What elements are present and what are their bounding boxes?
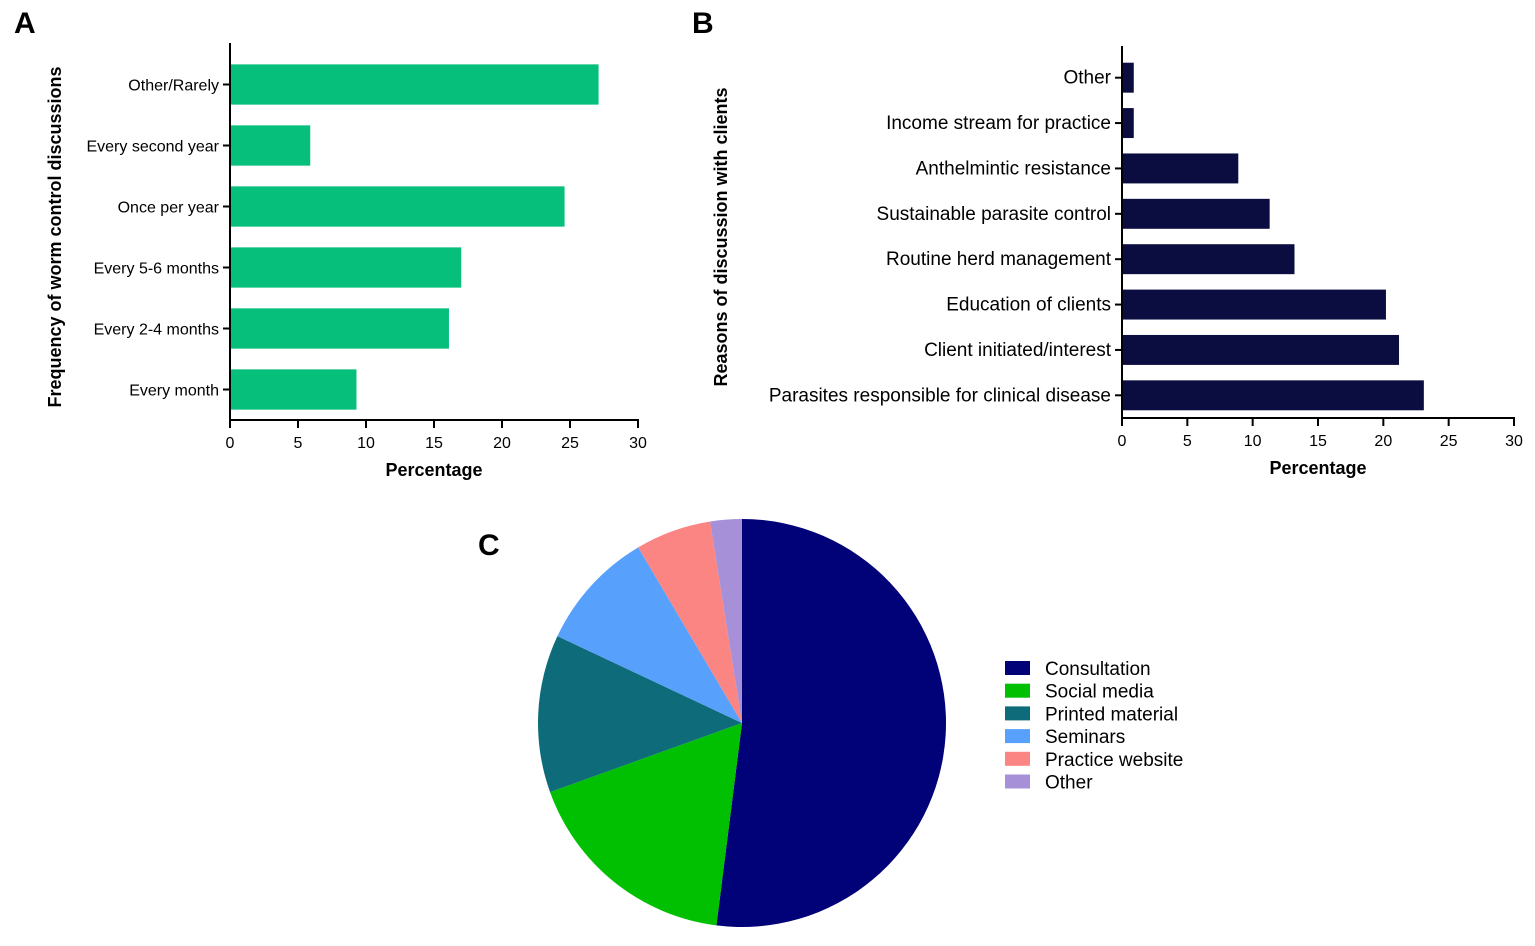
- x-tick-label: 25: [561, 435, 579, 452]
- legend-label-practice-website: Practice website: [1045, 750, 1183, 771]
- legend-swatch-consultation: [1005, 661, 1030, 675]
- x-axis-title: Percentage: [385, 460, 482, 480]
- y-axis-title: Reasons of discussion with clients: [711, 87, 731, 386]
- category-label-other: Other: [1063, 68, 1111, 89]
- x-tick-label: 20: [493, 435, 511, 452]
- x-tick-label: 15: [425, 435, 443, 452]
- pie-slice-social-media: [550, 723, 742, 926]
- category-label-every-5-6-months: Every 5-6 months: [94, 261, 219, 278]
- category-label-education-of-clients: Education of clients: [946, 295, 1111, 316]
- category-label-once-per-year: Once per year: [118, 200, 220, 217]
- category-label-every-2-4-months: Every 2-4 months: [94, 322, 219, 339]
- bar-every-5-6-months: [231, 247, 462, 288]
- bar-sustainable-parasite-control: [1123, 198, 1270, 229]
- category-label-routine-herd-management: Routine herd management: [886, 249, 1112, 270]
- bar-routine-herd-management: [1123, 244, 1295, 275]
- category-label-every-second-year: Every second year: [86, 139, 219, 156]
- category-label-income-stream-for-practice: Income stream for practice: [886, 113, 1111, 134]
- bar-every-second-year: [231, 125, 311, 166]
- category-label-other-rarely: Other/Rarely: [128, 78, 219, 95]
- x-tick-label: 30: [1505, 433, 1523, 450]
- x-tick-label: 0: [1118, 433, 1127, 450]
- x-tick-label: 0: [226, 435, 235, 452]
- legend-swatch-practice-website: [1005, 751, 1030, 766]
- x-tick-label: 30: [629, 435, 647, 452]
- category-label-sustainable-parasite-control: Sustainable parasite control: [877, 204, 1111, 225]
- x-tick-label: 20: [1374, 433, 1392, 450]
- bar-every-2-4-months: [231, 308, 449, 349]
- bar-education-of-clients: [1123, 289, 1386, 320]
- pie-slice-consultation: [716, 519, 946, 927]
- legend-label-seminars: Seminars: [1045, 727, 1125, 748]
- panel-letter-c: C: [478, 529, 500, 562]
- category-label-parasites-responsible-for-clinical-disease: Parasites responsible for clinical disea…: [769, 385, 1111, 406]
- pie-slice-seminars: [557, 547, 742, 723]
- bar-income-stream-for-practice: [1123, 108, 1134, 139]
- panel-letter-a: A: [14, 7, 36, 40]
- bar-other: [1123, 62, 1134, 93]
- legend-swatch-social-media: [1005, 683, 1030, 698]
- bar-other-rarely: [231, 64, 599, 105]
- pie-slice-practice-website: [638, 521, 742, 723]
- x-tick-label: 10: [357, 435, 375, 452]
- pie-slice-other: [710, 519, 742, 723]
- x-tick-label: 10: [1244, 433, 1262, 450]
- legend-label-consultation: Consultation: [1045, 659, 1151, 680]
- legend-label-social-media: Social media: [1045, 682, 1154, 703]
- panel-b-bar-chart: Other Income stream for practice Anthelmin…: [711, 46, 1523, 478]
- x-tick-label: 25: [1440, 433, 1458, 450]
- x-tick-label: 5: [294, 435, 303, 452]
- bar-parasites-responsible-for-clinical-disease: [1123, 380, 1424, 411]
- legend-swatch-printed-material: [1005, 706, 1030, 721]
- bar-every-month: [231, 369, 357, 410]
- x-tick-label: 5: [1183, 433, 1192, 450]
- bar-anthelmintic-resistance: [1123, 153, 1239, 184]
- legend-swatch-other: [1005, 774, 1030, 789]
- category-label-client-initiated-interest: Client initiated/interest: [924, 340, 1112, 361]
- bar-client-initiated-interest: [1123, 334, 1400, 365]
- x-tick-label: 15: [1309, 433, 1327, 450]
- category-label-every-month: Every month: [129, 383, 219, 400]
- panel-a-bar-chart: Other/Rarely Every second year Once per ye…: [45, 43, 647, 480]
- category-label-anthelmintic-resistance: Anthelmintic resistance: [916, 158, 1111, 179]
- legend-label-other: Other: [1045, 773, 1093, 794]
- bar-once-per-year: [231, 186, 565, 227]
- legend-label-printed-material: Printed material: [1045, 704, 1178, 725]
- panel-letter-b: B: [692, 7, 714, 40]
- pie-slice-printed-material: [538, 636, 742, 793]
- y-axis-title: Frequency of worm control discussions: [45, 66, 65, 407]
- legend-swatch-seminars: [1005, 729, 1030, 744]
- x-axis-title: Percentage: [1269, 458, 1366, 478]
